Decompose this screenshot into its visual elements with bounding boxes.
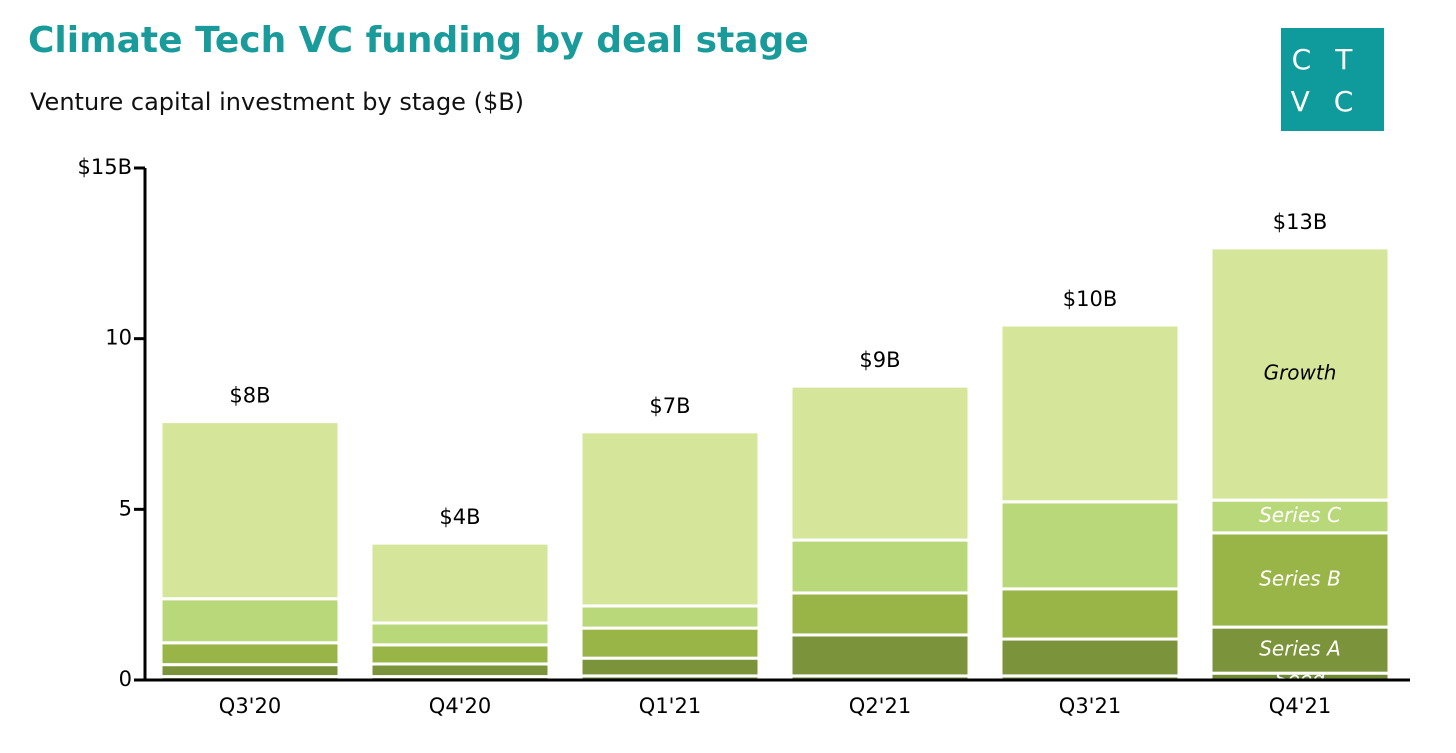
bar-segment	[1209, 625, 1391, 675]
bar-segment	[789, 591, 971, 637]
total-label: $7B	[649, 394, 690, 418]
x-tick-label: Q3'20	[219, 694, 281, 718]
bar-segment	[579, 604, 761, 630]
bar-segment	[369, 643, 551, 666]
total-label: $8B	[229, 384, 270, 408]
bar-segment	[579, 626, 761, 660]
logo-text: VC	[1291, 85, 1378, 118]
bar-segment	[789, 538, 971, 595]
x-tick-label: Q4'20	[429, 694, 491, 718]
bar-segment	[369, 621, 551, 647]
bar-segment	[369, 662, 551, 679]
total-label: $13B	[1273, 210, 1328, 234]
bar-segment	[789, 633, 971, 678]
bar-segment	[579, 430, 761, 608]
segment-label: Series A	[1259, 637, 1341, 661]
bar-segment	[999, 323, 1181, 504]
segment-label: Series B	[1259, 566, 1341, 590]
y-tick-label: $15B	[78, 155, 133, 179]
x-tick-label: Q3'21	[1059, 694, 1121, 718]
bar-segment	[159, 597, 341, 645]
bar-segment	[999, 587, 1181, 641]
bar-segment	[369, 541, 551, 625]
bar-segment	[159, 641, 341, 667]
bar-segment	[1209, 246, 1391, 502]
bar-segment	[159, 420, 341, 601]
y-tick-label: 10	[105, 326, 132, 350]
y-tick-label: 5	[119, 496, 132, 520]
bar-segment	[159, 663, 341, 679]
x-tick-label: Q2'21	[849, 694, 911, 718]
y-tick-label: 0	[119, 667, 132, 691]
total-label: $9B	[859, 348, 900, 372]
bar-segment	[1209, 531, 1391, 629]
x-tick-label: Q1'21	[639, 694, 701, 718]
total-label: $10B	[1063, 287, 1118, 311]
segment-label: Growth	[1264, 360, 1337, 384]
bar-segment	[999, 637, 1181, 678]
bar-segment	[789, 384, 971, 542]
chart-title: Climate Tech VC funding by deal stage	[28, 20, 809, 61]
chart-subtitle: Venture capital investment by stage ($B)	[30, 88, 524, 116]
segment-label: Series C	[1259, 503, 1341, 527]
bar-segment	[999, 500, 1181, 591]
total-label: $4B	[439, 505, 480, 529]
x-tick-label: Q4'21	[1269, 694, 1331, 718]
logo-text: CT	[1292, 43, 1377, 76]
bar-segment	[579, 656, 761, 678]
logo-box	[1281, 28, 1384, 131]
